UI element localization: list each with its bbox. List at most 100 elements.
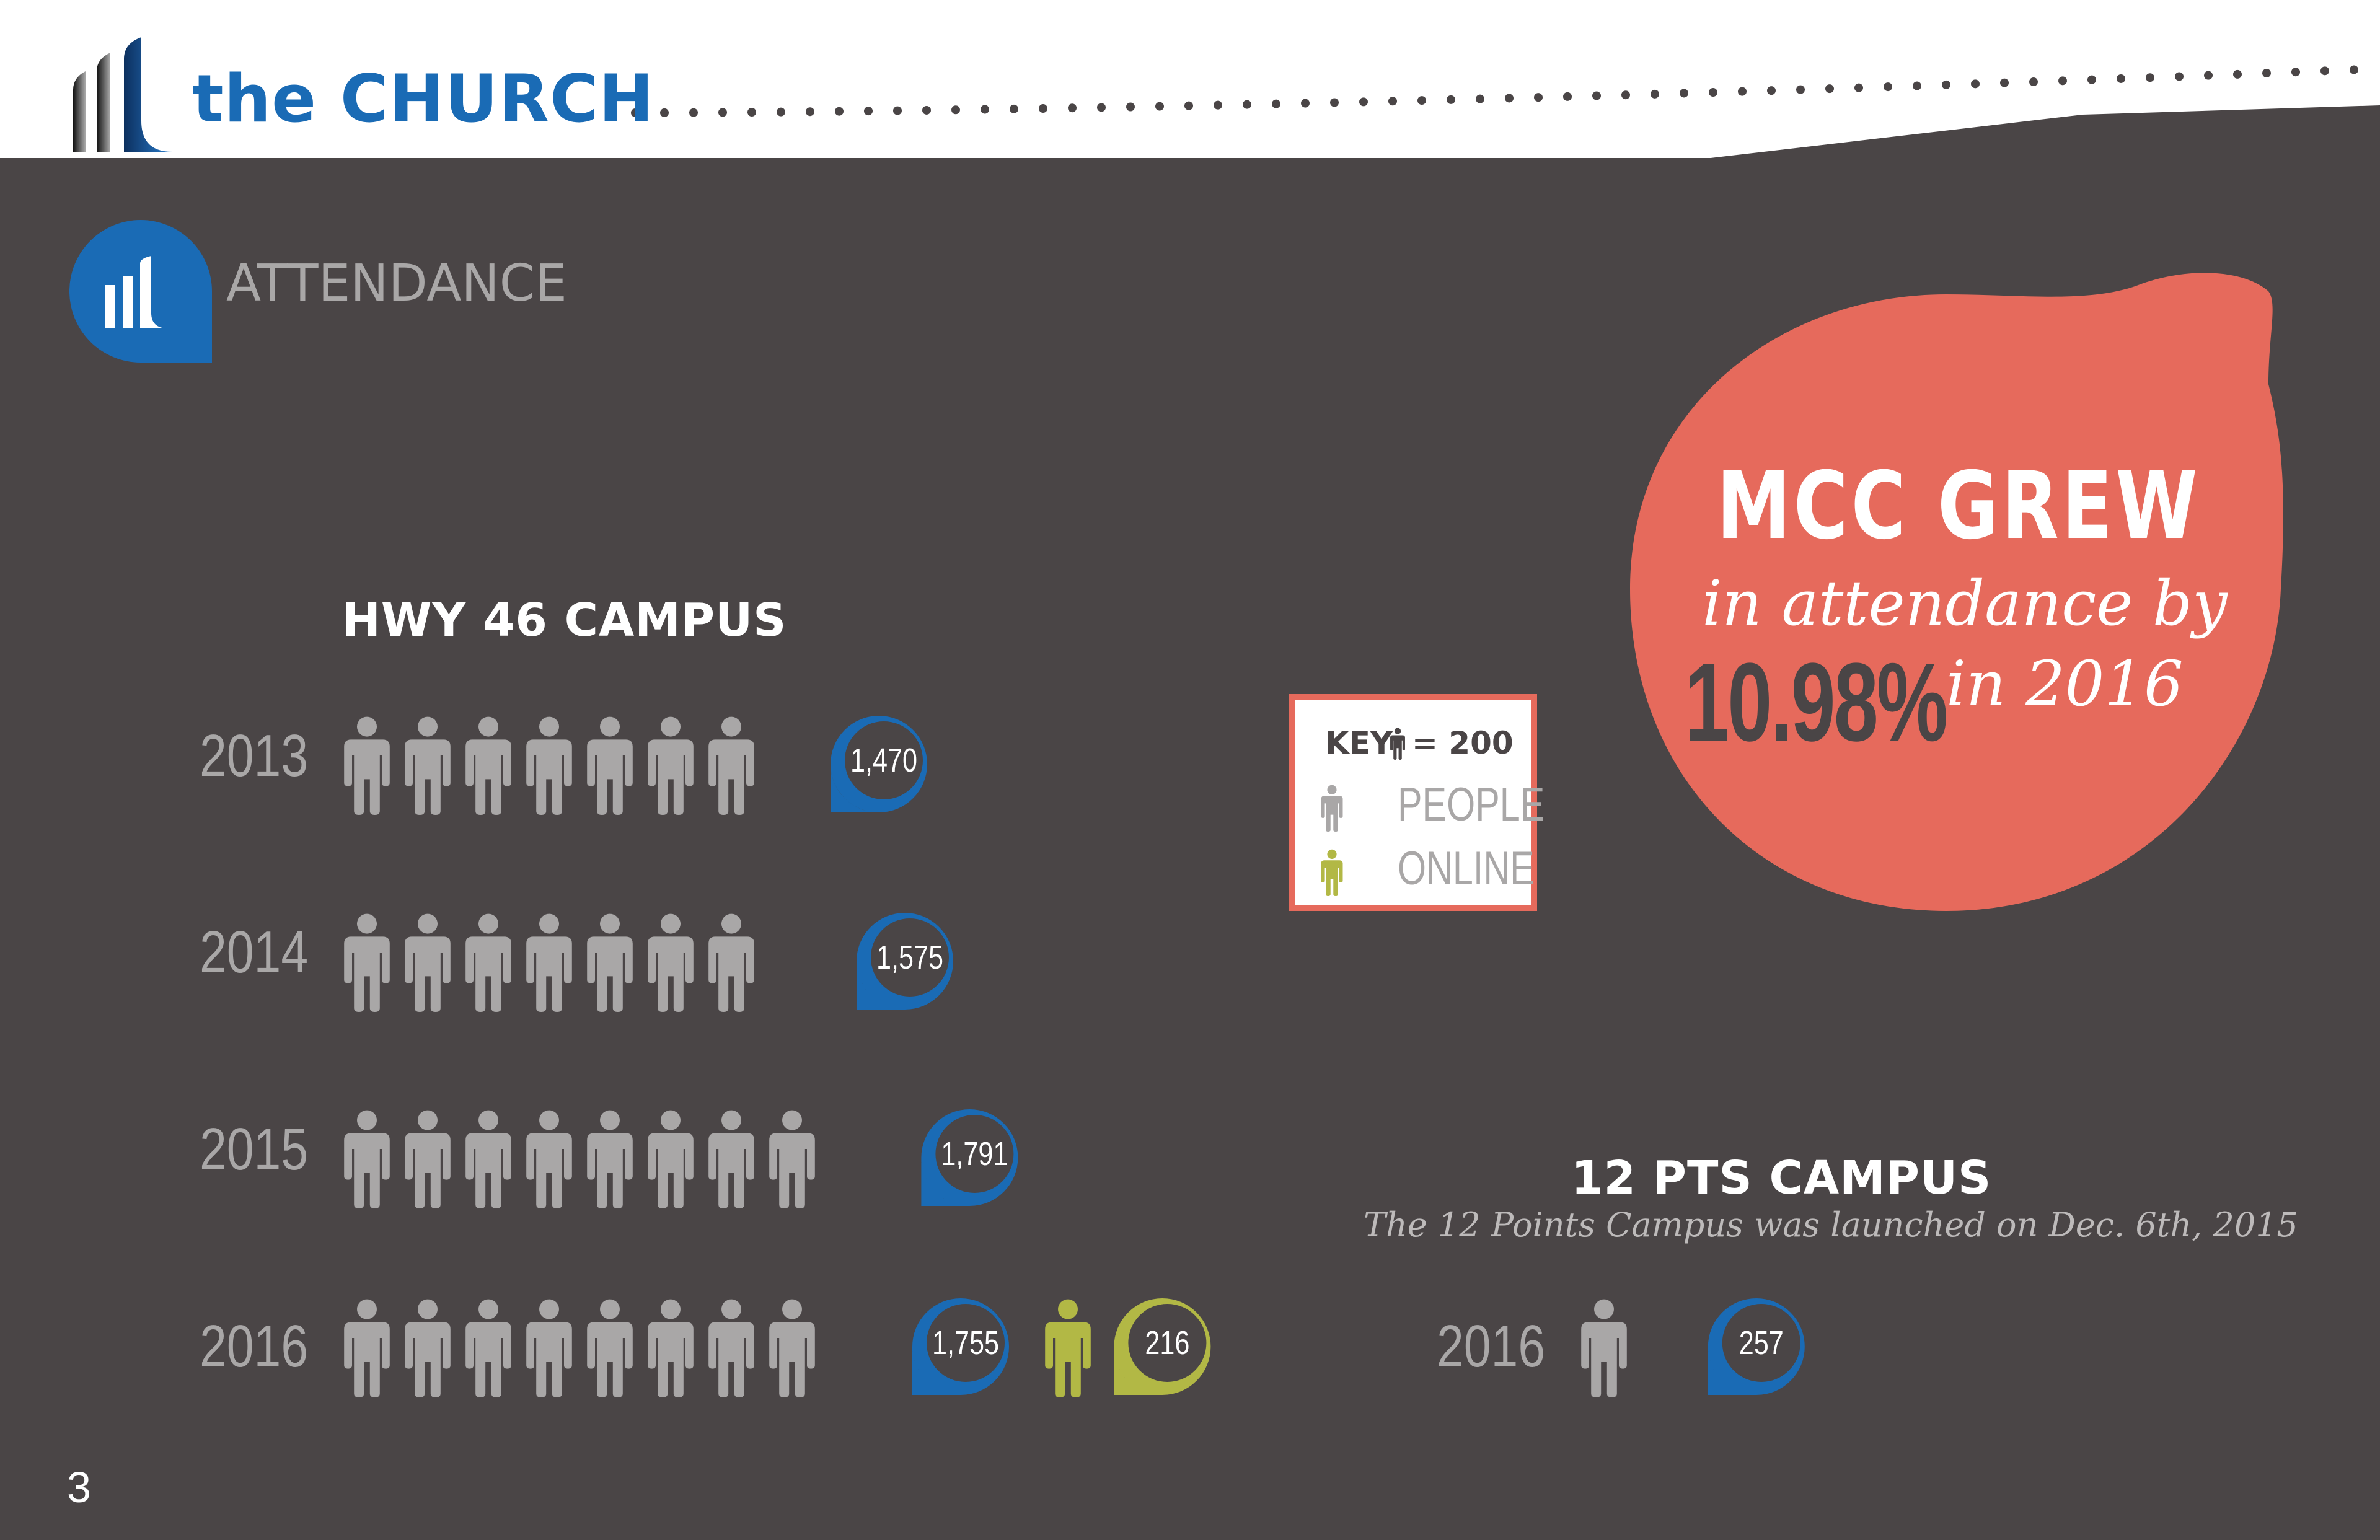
- dotted-line-dot: [1709, 88, 1717, 97]
- church-logo-icon: [73, 37, 172, 152]
- dotted-line-dot: [1417, 96, 1426, 105]
- section-title: ATTENDANCE: [226, 254, 567, 313]
- key-label: KEY: [1325, 725, 1393, 761]
- dotted-line-dot: [1825, 84, 1834, 94]
- hwy46-2016-people-icon: [830, 1299, 866, 1397]
- hwy46-2016-online-value-label: 216: [1145, 1325, 1189, 1362]
- legend-key-box: KEY = 200 PEOPLE ONLINE: [1289, 694, 1545, 911]
- hwy46-2015-people-icon: [526, 1110, 572, 1208]
- dotted-line-dot: [1854, 83, 1863, 92]
- pts12-campus-title: 12 PTS CAMPUS: [1571, 1151, 1992, 1205]
- dotted-line-dot: [1184, 101, 1193, 110]
- dotted-line-dot: [747, 108, 756, 117]
- attendance-section-icon: [69, 220, 212, 363]
- dotted-line-dot: [2233, 69, 2242, 79]
- dotted-line-dot: [864, 107, 873, 116]
- header-bar: the CHURCH: [0, 0, 2380, 161]
- dotted-line-dot: [1621, 90, 1630, 100]
- hwy46-2016-people-icon: [708, 1299, 754, 1397]
- dotted-line-dot: [1563, 92, 1572, 101]
- hwy46-2014-people-icon: [587, 913, 633, 1012]
- year-label-2016: 2016: [200, 1313, 309, 1379]
- callout-percent: 10.98%: [1685, 640, 1948, 765]
- callout-line1: in attendance by: [1702, 567, 2228, 640]
- dotted-line-dot: [1388, 97, 1397, 106]
- hwy46-2015-people-icon: [344, 1110, 390, 1208]
- hwy46-2013-people-value-label: 1,470: [850, 742, 917, 780]
- pts12-2016-people-icon: [1581, 1299, 1627, 1397]
- pts12-2016-people-value-label: 257: [1739, 1325, 1784, 1362]
- hwy46-2016-people-icon: [405, 1299, 451, 1397]
- hwy46-2015-people-icon: [405, 1110, 451, 1208]
- hwy46-2013-people-icon: [405, 716, 451, 815]
- dotted-line-dot: [1680, 89, 1688, 98]
- key-person-icon: [1390, 726, 1406, 761]
- dotted-line-dot: [1476, 94, 1484, 103]
- dotted-line-dot: [1971, 79, 1980, 89]
- hwy46-2015-people-icon: [587, 1110, 633, 1208]
- hwy46-2015-people-icon: [769, 1110, 815, 1208]
- hwy46-2013-people-icon: [526, 716, 572, 815]
- hwy46-2015-people-value-label: 1,791: [941, 1136, 1008, 1173]
- hwy46-2013-people-icon: [587, 716, 633, 815]
- dotted-line-dot: [1651, 89, 1659, 99]
- hwy46-2016-people-icon: [769, 1299, 815, 1397]
- dotted-line-dot: [1010, 104, 1018, 113]
- hwy46-2014-people-icon: [405, 913, 451, 1012]
- pts12-year-label-2016: 2016: [1437, 1313, 1546, 1379]
- dotted-line-dot: [2087, 75, 2096, 84]
- dotted-line-dot: [2350, 65, 2358, 74]
- hwy46-2014-people-icon: [708, 913, 754, 1012]
- hwy46-2014-people-icon: [465, 913, 511, 1012]
- hwy46-2016-people-icon: [587, 1299, 633, 1397]
- dotted-line-dot: [1534, 93, 1543, 102]
- dotted-line-dot: [1796, 85, 1805, 94]
- year-label-2014: 2014: [200, 919, 309, 985]
- hwy46-2015-people-icon: [465, 1110, 511, 1208]
- dotted-line-dot: [893, 106, 902, 115]
- dotted-line-dot: [2204, 71, 2213, 80]
- callout-line2: in 2016: [1946, 648, 2184, 720]
- hwy46-2013-people-icon: [465, 716, 511, 815]
- dotted-line-dot: [660, 108, 669, 117]
- hwy46-2013-people-badge: 1,470: [831, 716, 927, 812]
- hwy46-2014-people-icon: [769, 913, 811, 1012]
- dotted-line-dot: [1505, 94, 1514, 103]
- page-number: 3: [67, 1463, 91, 1511]
- dotted-line-dot: [1884, 82, 1892, 92]
- dotted-line-dot: [631, 108, 640, 117]
- hwy46-2014-people-icon: [526, 913, 572, 1012]
- hwy46-2014-people-value-label: 1,575: [876, 939, 943, 977]
- hwy46-2016-people-value-label: 1,755: [932, 1325, 999, 1362]
- dotted-line-dot: [981, 105, 989, 114]
- dotted-line-dot: [1913, 81, 1921, 90]
- hwy46-2014-people-icon: [344, 913, 390, 1012]
- pts12-2016-people-icon: [1642, 1299, 1654, 1397]
- dotted-line-dot: [689, 108, 698, 117]
- dotted-line-dot: [2320, 66, 2329, 76]
- dotted-line-dot: [1155, 102, 1164, 111]
- hwy46-2016-people-icon: [526, 1299, 572, 1397]
- hwy46-2016-people-icon: [648, 1299, 694, 1397]
- dotted-line-dot: [1068, 103, 1077, 113]
- hwy46-2013-people-icon: [648, 716, 694, 815]
- hwy46-2015-people-icon: [648, 1110, 694, 1208]
- dotted-line-dot: [835, 107, 844, 116]
- dotted-line-dot: [2058, 76, 2067, 86]
- hwy46-campus-title: HWY 46 CAMPUS: [342, 594, 787, 647]
- callout-title: MCC GREW: [1716, 452, 2201, 560]
- key-online-icon: [1320, 847, 1344, 899]
- hwy46-2015-people-icon: [708, 1110, 754, 1208]
- dotted-line-dot: [1330, 98, 1339, 107]
- hwy46-2015-people-badge: 1,791: [921, 1109, 1018, 1207]
- year-label-2013: 2013: [200, 723, 309, 789]
- growth-callout-bubble: [1630, 273, 2283, 912]
- dotted-line-dot: [2146, 73, 2154, 82]
- hwy46-2014-people-icon: [648, 913, 694, 1012]
- dotted-line-dot: [718, 108, 727, 117]
- pts12-2016-people-badge: 257: [1708, 1298, 1805, 1395]
- dotted-line-dot: [2262, 69, 2271, 78]
- pts12-campus-subtitle: The 12 Points Campus was launched on Dec…: [1364, 1205, 2298, 1244]
- dotted-line-dot: [1214, 100, 1222, 110]
